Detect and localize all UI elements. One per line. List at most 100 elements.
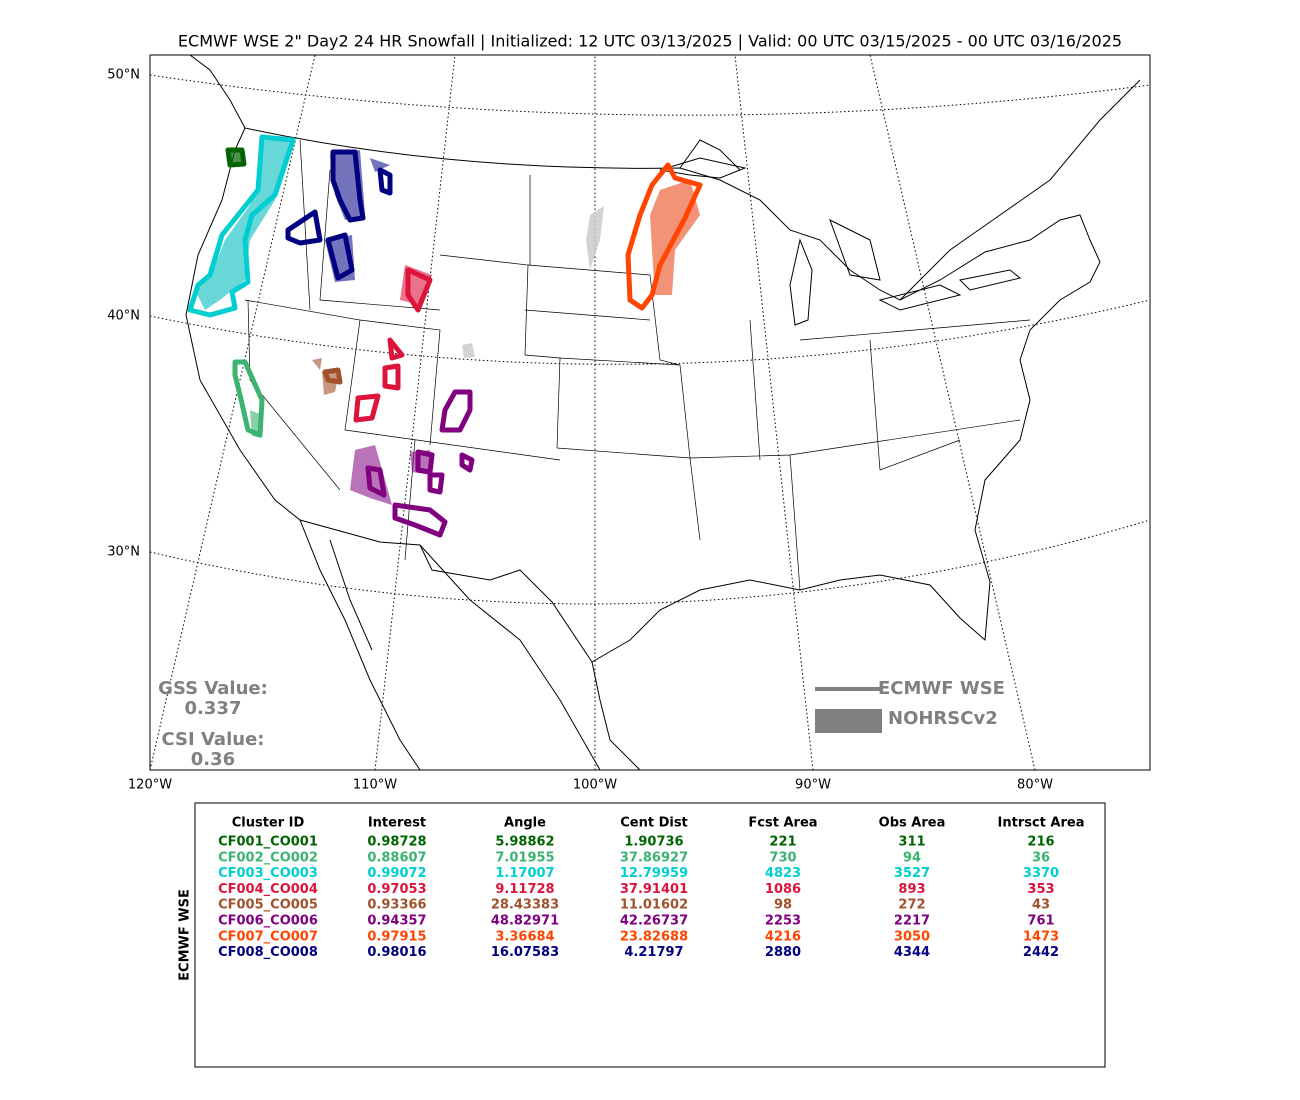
figure-title: ECMWF WSE 2" Day2 24 HR Snowfall | Initi… (178, 32, 1122, 51)
table-cell: 730 (769, 850, 796, 865)
us-outline (185, 127, 1101, 663)
table-cell: 216 (1027, 835, 1054, 850)
fcst-object (322, 367, 343, 385)
table-cell: 36 (1032, 850, 1050, 865)
table-cell: 311 (898, 835, 925, 850)
fcst-object (365, 389, 475, 538)
table-cell: 4.21797 (624, 945, 683, 960)
table-side-label: ECMWF WSE (178, 889, 193, 981)
table-cell: 0.97915 (367, 929, 426, 944)
table-cell: 3050 (894, 929, 930, 944)
gss-label: GSS Value: (158, 678, 268, 699)
table-cell: CF003_CO003 (218, 866, 318, 881)
map-body (150, 55, 1150, 770)
obs-object (325, 150, 390, 282)
table-cell: 1.90736 (624, 835, 683, 850)
column-header: Fcst Area (748, 816, 817, 831)
table-cell: 0.98016 (367, 945, 426, 960)
table-cell: 221 (769, 835, 796, 850)
table-cell: 4823 (765, 866, 801, 881)
legend-swatch (815, 709, 882, 733)
table-cell: 893 (898, 882, 925, 897)
table-cell: 2217 (894, 914, 930, 929)
table-cell: 4344 (894, 945, 930, 960)
lon-label: 120°W (128, 778, 172, 793)
table-frame (194, 802, 1106, 1068)
column-header: Angle (504, 816, 546, 831)
table-cell: 353 (1027, 882, 1054, 897)
table-cell: 3370 (1023, 866, 1059, 881)
table-cell: 2253 (765, 914, 801, 929)
parallel (150, 74, 1150, 116)
table-cell: 1473 (1023, 929, 1059, 944)
obs-object (462, 206, 604, 358)
table-cell: 9.11728 (495, 882, 554, 897)
legend-label: ECMWF WSE (878, 678, 1005, 699)
table-cell: 43 (1032, 898, 1050, 913)
lon-label: 80°W (1017, 778, 1053, 793)
stats-table: ECMWF WSE Cluster ID Interest Angle Cent Di… (178, 802, 1106, 1068)
legend-label: NOHRSCv2 (888, 708, 998, 729)
table-cell: 2442 (1023, 945, 1059, 960)
fcst-object (232, 359, 265, 438)
table-cell: 11.01602 (620, 898, 688, 913)
table-cell: 0.88607 (367, 850, 426, 865)
table-cell: 272 (898, 898, 925, 913)
table-cell: 94 (903, 850, 921, 865)
table-cell: 0.97053 (367, 882, 426, 897)
great-lakes (659, 157, 1022, 326)
lon-label: 90°W (795, 778, 831, 793)
table-cell: CF002_CO002 (218, 850, 318, 865)
table-cell: 37.86927 (620, 850, 688, 865)
column-header: Cent Dist (620, 816, 688, 831)
mexico-outline (299, 519, 641, 770)
table-body: Cluster ID Interest Angle Cent Dist Fcst Are… (218, 816, 1084, 961)
table-cell: 1.17007 (495, 866, 554, 881)
parallel (150, 299, 1150, 365)
table-cell: CF007_CO007 (218, 929, 318, 944)
fcst-object (187, 134, 296, 318)
table-cell: 4216 (765, 929, 801, 944)
map-frame (149, 54, 1151, 771)
column-header: Interest (368, 816, 426, 831)
table-cell: CF004_CO004 (218, 882, 318, 897)
state-lines (244, 139, 1031, 591)
table-cell: 7.01955 (495, 850, 554, 865)
fcst-object (625, 162, 703, 311)
table-cell: 12.79959 (620, 866, 688, 881)
lon-label: 100°W (573, 778, 617, 793)
column-header: Cluster ID (232, 816, 305, 831)
table-cell: 2880 (765, 945, 801, 960)
column-header: Obs Area (879, 816, 946, 831)
canada-coast (189, 55, 1141, 301)
lat-label: 50°N (107, 68, 140, 83)
fcst-objects (187, 134, 703, 538)
table-cell: 28.43383 (491, 898, 559, 913)
table-cell: 37.91401 (620, 882, 688, 897)
legend: ECMWF WSE NOHRSCv2 (815, 678, 1005, 733)
table-cell: CF006_CO006 (218, 914, 318, 929)
table-cell: CF008_CO008 (218, 945, 318, 960)
table-cell: 761 (1027, 914, 1054, 929)
table-cell: 3527 (894, 866, 930, 881)
column-header: Intrsct Area (998, 816, 1085, 831)
table-cell: CF005_CO005 (218, 898, 318, 913)
fcst-object (353, 267, 433, 423)
table-cell: 0.94357 (367, 914, 426, 929)
gss-value: 0.337 (185, 698, 242, 719)
fcst-object (225, 147, 247, 168)
lat-label: 40°N (107, 309, 140, 324)
table-cell: 48.82971 (491, 914, 559, 929)
parallel (150, 519, 1150, 605)
table-cell: 0.93366 (367, 898, 426, 913)
lon-label: 110°W (353, 778, 397, 793)
csi-label: CSI Value: (162, 729, 265, 750)
map: 50°N 40°N 30°N 120°W 110°W 100°W 90°W 80°W GSS… (107, 54, 1151, 793)
table-cell: 16.07583 (491, 945, 559, 960)
table-cell: 98 (774, 898, 792, 913)
lat-label: 30°N (107, 545, 140, 560)
table-cell: 42.26737 (620, 914, 688, 929)
table-cell: 5.98862 (495, 835, 554, 850)
